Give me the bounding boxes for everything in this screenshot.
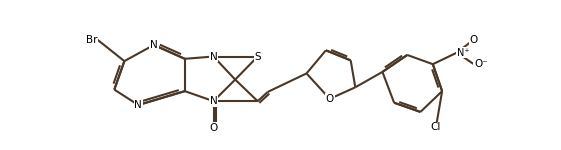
Text: N: N <box>210 96 217 106</box>
Text: N⁺: N⁺ <box>457 48 470 58</box>
Text: N: N <box>210 51 217 61</box>
Text: S: S <box>254 51 261 61</box>
Text: O: O <box>470 34 478 45</box>
Text: O⁻: O⁻ <box>474 59 488 69</box>
Text: Cl: Cl <box>431 122 441 132</box>
Text: O: O <box>209 123 218 133</box>
Text: O: O <box>325 94 334 104</box>
Text: Br: Br <box>86 34 97 45</box>
Text: N: N <box>150 40 158 50</box>
Text: N: N <box>135 100 142 110</box>
